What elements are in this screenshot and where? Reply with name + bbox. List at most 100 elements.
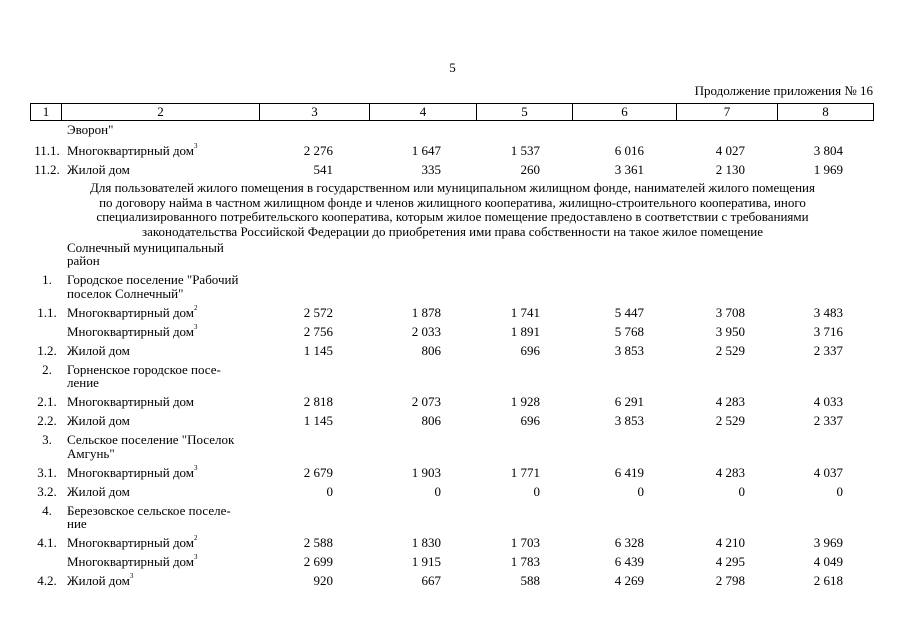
- value: 1 145: [303, 342, 333, 358]
- row-name-text: Амгунь": [67, 445, 115, 461]
- value: 3 950: [715, 323, 745, 339]
- row-name: ние: [67, 516, 87, 532]
- value: 1 903: [411, 464, 441, 480]
- row-number: 4.2.: [37, 573, 57, 588]
- row-name-text: Эворон": [67, 122, 114, 137]
- paragraph-line: по договору найма в частном жилищном фон…: [99, 194, 806, 210]
- value: 4 049: [813, 554, 843, 569]
- row-name: ление: [67, 375, 99, 391]
- value: 1 741: [510, 304, 540, 320]
- header-cell: 7: [676, 103, 778, 121]
- page-number: 5: [449, 60, 456, 75]
- row-name-text: Жилой дом: [67, 413, 130, 428]
- value: 2 572: [303, 304, 333, 320]
- row-number: 4.1.: [37, 535, 57, 550]
- row-name-text: Жилой дом: [67, 342, 130, 358]
- row-number: 3.: [42, 432, 52, 447]
- value: 806: [421, 413, 442, 428]
- row-name: Многоквартирный дом3: [67, 323, 198, 340]
- row-name: Многоквартирный дом2: [67, 535, 198, 551]
- value: 6 328: [614, 535, 644, 550]
- header-cell: 3: [259, 103, 370, 121]
- value: 1 771: [510, 464, 540, 480]
- header-cell: 1: [30, 103, 62, 121]
- value: 1 145: [303, 413, 333, 428]
- row-name-text: Многоквартирный дом: [67, 535, 195, 550]
- value: 2 276: [303, 143, 333, 158]
- header-cell: 2: [61, 103, 260, 121]
- row-number: 1.1.: [37, 304, 57, 320]
- value: 0: [434, 483, 442, 499]
- value: 4 283: [715, 464, 745, 480]
- row-name-text: Многоквартирный дом: [67, 304, 195, 320]
- value: 1 878: [411, 304, 441, 320]
- value: 3 361: [614, 162, 644, 177]
- row-name: Жилой дом: [67, 413, 130, 429]
- value: 4 027: [715, 143, 745, 158]
- value: 541: [313, 162, 334, 177]
- row-name: Жилой дом: [67, 162, 130, 178]
- value: 335: [421, 162, 442, 177]
- row-name: район: [67, 253, 100, 269]
- value: 5 447: [614, 304, 644, 320]
- paragraph-line: Для пользователей жилого помещения в гос…: [90, 180, 815, 195]
- value: 588: [520, 573, 541, 588]
- value: 1 537: [510, 143, 540, 158]
- header-cell: 4: [369, 103, 477, 121]
- paragraph-line: законодательства Российской Федерации до…: [141, 223, 764, 239]
- footnote-mark: 3: [194, 142, 198, 150]
- row-name-text: Горненское городское посе-: [67, 361, 221, 377]
- paragraph-line: специализированного потребительского коо…: [96, 209, 809, 224]
- value: 1 830: [411, 535, 441, 550]
- value: 1 783: [510, 554, 540, 569]
- row-name-text: ление: [67, 375, 99, 390]
- footnote-mark: 2: [194, 534, 198, 542]
- value: 4 033: [813, 394, 843, 409]
- value: 1 647: [411, 143, 441, 158]
- value: 696: [520, 413, 541, 428]
- row-number: 2.1.: [37, 394, 57, 409]
- value: 4 269: [614, 573, 644, 588]
- value: 2 529: [715, 413, 745, 428]
- value: 2 588: [303, 535, 333, 550]
- row-name-text: Сельское поселение "Поселок: [67, 432, 235, 447]
- value: 3 708: [715, 304, 745, 320]
- row-name: Городское поселение "Рабочий: [67, 272, 238, 288]
- value: 2 618: [813, 573, 843, 588]
- value: 2 818: [303, 394, 333, 409]
- row-name-text: Многоквартирный дом: [67, 394, 195, 409]
- value: 6 016: [614, 143, 644, 158]
- row-name: Многоквартирный дом: [67, 394, 194, 410]
- value: 667: [421, 573, 442, 588]
- value: 2 130: [715, 162, 745, 177]
- value: 2 798: [715, 573, 745, 588]
- value: 0: [836, 483, 844, 499]
- row-name: поселок Солнечный": [67, 286, 183, 302]
- row-name-text: Многоквартирный дом: [67, 554, 195, 569]
- row-number: 2.: [42, 361, 52, 377]
- footnote-mark: 3: [194, 553, 198, 561]
- value: 806: [421, 342, 442, 358]
- value: 2 529: [715, 342, 745, 358]
- row-name-text: Городское поселение "Рабочий: [67, 272, 239, 287]
- row-name: Сельское поселение "Поселок: [67, 432, 234, 448]
- value: 6 439: [614, 554, 644, 569]
- value: 6 419: [614, 464, 644, 480]
- value: 1 891: [510, 323, 540, 339]
- row-name-text: поселок Солнечный": [67, 285, 184, 301]
- value: 2 679: [303, 464, 333, 480]
- row-name: Горненское городское посе-: [67, 362, 221, 378]
- continuation-note: Продолжение приложения № 16: [694, 83, 873, 98]
- row-name: Эворон": [67, 122, 113, 138]
- value: 2 337: [813, 413, 843, 428]
- value: 2 756: [303, 323, 333, 339]
- row-name-text: Многоквартирный дом: [67, 323, 195, 339]
- value: 0: [326, 483, 334, 499]
- value: 0: [533, 483, 541, 499]
- row-number: 3.1.: [37, 464, 57, 480]
- value: 0: [738, 483, 746, 499]
- value: 4 210: [715, 535, 745, 550]
- value: 1 928: [510, 394, 540, 409]
- value: 4 295: [715, 554, 745, 569]
